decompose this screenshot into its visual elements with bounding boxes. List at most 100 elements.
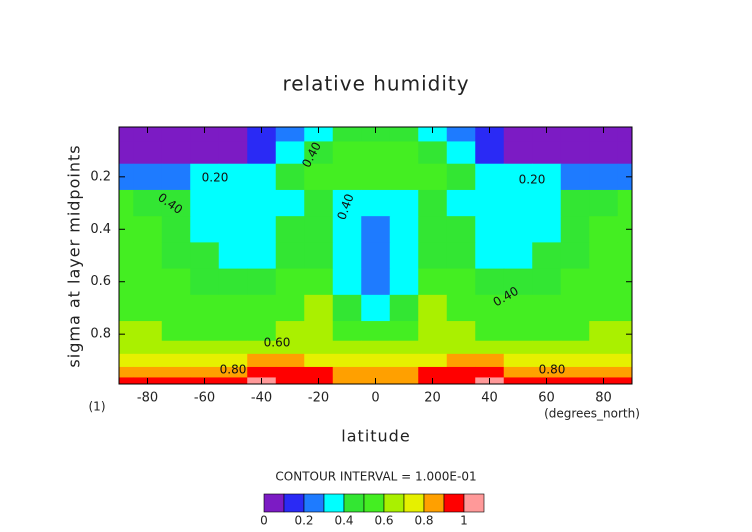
cell [446, 127, 476, 142]
cell [190, 127, 220, 142]
colorbar-cell [403, 493, 425, 513]
cell [133, 242, 163, 270]
chart-title: relative humidity [282, 72, 469, 96]
colorbar-tick-label: 0 [260, 514, 268, 528]
cell [119, 216, 134, 243]
colorbar-tick-label: 0.6 [374, 514, 393, 528]
cell [275, 127, 305, 142]
cell [475, 141, 505, 165]
cell [589, 163, 619, 191]
cell [304, 163, 334, 191]
cell [389, 353, 419, 368]
cell [503, 340, 533, 355]
cell [560, 366, 590, 378]
cell [332, 127, 362, 142]
cell [617, 268, 633, 296]
colorbar-cell [383, 493, 405, 513]
cell [418, 127, 448, 142]
cell [361, 340, 391, 355]
cell [133, 163, 163, 191]
x-tick-label: 0 [371, 391, 379, 406]
cell [532, 127, 562, 142]
cell [332, 189, 362, 217]
cell [475, 294, 505, 322]
cell [503, 216, 533, 243]
cell [389, 321, 419, 342]
cell [332, 163, 362, 191]
cell [133, 366, 163, 378]
cell [218, 163, 248, 191]
cell [190, 268, 220, 296]
cell [161, 268, 191, 296]
contour-label: 0.20 [519, 173, 546, 187]
cell [304, 366, 334, 378]
cell [617, 127, 633, 142]
cell [275, 163, 305, 191]
cell [304, 268, 334, 296]
cell [475, 366, 505, 378]
cell [332, 377, 362, 385]
cell [275, 242, 305, 270]
contour-label: 0.80 [220, 363, 247, 377]
x-tick-label: -40 [251, 391, 272, 406]
cell [532, 163, 562, 191]
cell [247, 353, 277, 368]
cell [119, 366, 134, 378]
cell [119, 340, 134, 355]
cell [247, 366, 277, 378]
cell [119, 321, 134, 342]
cell [446, 242, 476, 270]
cell [503, 268, 533, 296]
cell [589, 340, 619, 355]
cell [532, 268, 562, 296]
cell [161, 216, 191, 243]
x-tick-label: -80 [137, 391, 158, 406]
cell [475, 216, 505, 243]
cell [446, 321, 476, 342]
cell [275, 294, 305, 322]
cell [247, 242, 277, 270]
cell [161, 294, 191, 322]
contour-label: 0.20 [202, 171, 229, 185]
cell [532, 189, 562, 217]
cell [361, 242, 391, 270]
y-tick-label: 0.6 [90, 274, 111, 289]
cell [475, 127, 505, 142]
cell [503, 366, 533, 378]
cell [247, 189, 277, 217]
cell [332, 141, 362, 165]
cell [560, 353, 590, 368]
cell [446, 366, 476, 378]
x-tick-label: 40 [481, 391, 498, 406]
contour-interval: CONTOUR INTERVAL = 1.000E-01 [275, 470, 476, 484]
cell [304, 321, 334, 342]
colorbar-tick-label: 0.4 [334, 514, 353, 528]
cell [418, 216, 448, 243]
cell [446, 340, 476, 355]
cell [503, 294, 533, 322]
cell [161, 242, 191, 270]
cell [389, 366, 419, 378]
cell [161, 366, 191, 378]
cell [161, 377, 191, 385]
cell [475, 242, 505, 270]
cell [532, 294, 562, 322]
cell [332, 216, 362, 243]
cell [446, 163, 476, 191]
cell [503, 377, 533, 385]
cell [560, 163, 590, 191]
cell [332, 242, 362, 270]
cell [190, 321, 220, 342]
cell [218, 353, 248, 368]
colorbar-cell [283, 493, 305, 513]
cell [418, 321, 448, 342]
cell [389, 189, 419, 217]
y-tick-label: 0.4 [90, 222, 111, 237]
cell [503, 189, 533, 217]
cell [218, 294, 248, 322]
cell [560, 321, 590, 342]
x-tick-label: -60 [194, 391, 215, 406]
contour-label: 0.60 [264, 336, 291, 350]
cell [304, 189, 334, 217]
